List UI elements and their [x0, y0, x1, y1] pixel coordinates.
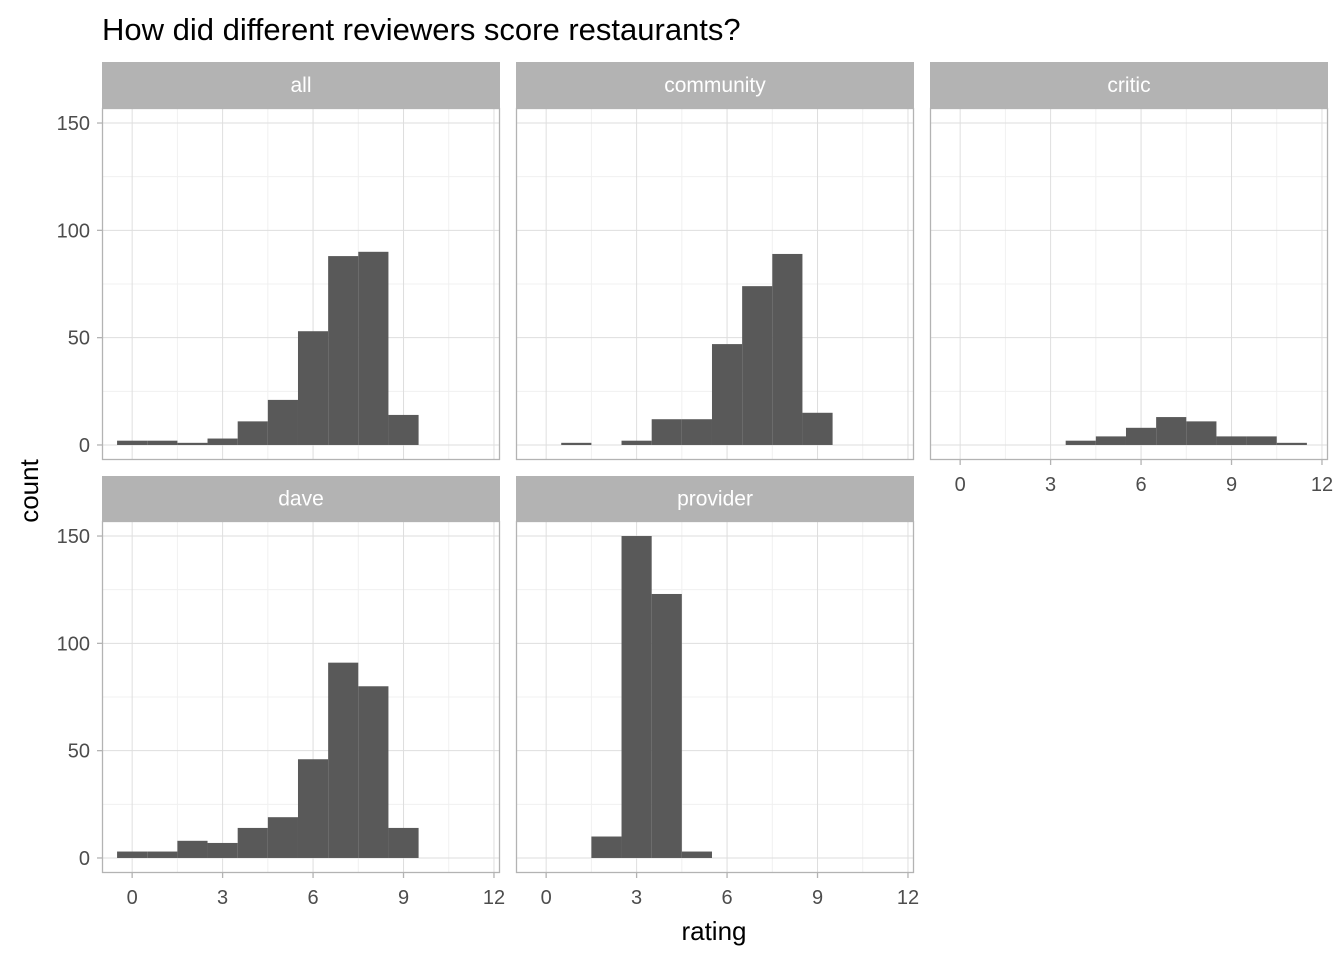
histogram-bar	[177, 840, 208, 858]
x-tick-label: 12	[1311, 474, 1333, 496]
histogram-bar	[297, 759, 329, 858]
x-tick-label: 6	[1135, 474, 1146, 496]
histogram-bar	[1246, 436, 1277, 445]
facet-strip-label: provider	[677, 488, 753, 511]
x-tick-label: 6	[721, 887, 732, 909]
x-tick-label: 3	[217, 887, 228, 909]
facet-panel-all: all 0 50 100 150	[57, 62, 501, 461]
histogram-bar	[328, 662, 359, 858]
histogram-bar	[117, 440, 148, 445]
y-axis-title: count	[14, 458, 44, 522]
histogram-bar	[802, 412, 833, 445]
facet-panel-provider: provider 0 3 6 9 12	[515, 476, 919, 909]
histogram-bar	[297, 331, 329, 445]
histogram-bar	[207, 842, 238, 858]
y-tick-label: 100	[57, 633, 90, 655]
histogram-bar	[591, 836, 622, 858]
panel-border	[515, 107, 915, 461]
histogram-bar	[621, 536, 652, 858]
facet-strip	[930, 62, 1328, 108]
histogram-bar	[388, 827, 419, 858]
facet-strip	[516, 62, 914, 108]
x-tick-label: 9	[812, 887, 823, 909]
histogram-bar	[1186, 421, 1217, 445]
histogram-bar	[621, 440, 652, 445]
facet-strip-label: critic	[1107, 74, 1150, 97]
histogram-bar	[651, 593, 682, 858]
facet-strip-label: dave	[278, 488, 324, 511]
histogram-bar	[1065, 440, 1096, 445]
histogram-bar	[147, 440, 178, 445]
histogram-bar	[388, 414, 419, 445]
panel-border	[515, 520, 915, 874]
facet-strip-label: community	[664, 74, 766, 97]
histogram-bar	[267, 399, 298, 445]
facet-strip-label: all	[290, 74, 311, 97]
y-tick-label: 50	[68, 328, 90, 350]
panel-border	[929, 107, 1329, 461]
histogram-bar	[1095, 436, 1126, 445]
x-tick-label: 12	[483, 887, 505, 909]
histogram-bar	[561, 442, 592, 445]
facet-panel-dave: dave 0 50 100 150 0 3 6 9 12	[57, 476, 505, 909]
histogram-bar	[207, 438, 238, 445]
x-axis-title: rating	[681, 916, 746, 946]
x-tick-label: 6	[307, 887, 318, 909]
facet-strip	[102, 62, 500, 108]
histogram-bar	[1156, 417, 1187, 445]
x-tick-label: 12	[897, 887, 919, 909]
x-tick-label: 9	[1226, 474, 1237, 496]
panel-border	[101, 520, 501, 874]
facet-strip	[102, 476, 500, 521]
histogram-bar	[358, 686, 389, 858]
histogram-bar	[237, 421, 268, 445]
x-tick-label: 0	[955, 474, 966, 496]
panels-layer: all 0 50 100 150 community critic 0 3 6 9 12 dave 0 50…	[57, 62, 1333, 909]
histogram-bar	[711, 344, 743, 445]
facet-panel-critic: critic 0 3 6 9 12	[929, 62, 1333, 496]
histogram-bar	[651, 419, 682, 445]
facet-panel-community: community	[515, 62, 915, 461]
x-tick-label: 3	[631, 887, 642, 909]
histogram-bar	[1125, 427, 1157, 445]
histogram-bar	[177, 442, 208, 445]
chart-title: How did different reviewers score restau…	[102, 12, 741, 47]
x-tick-label: 0	[541, 887, 552, 909]
histogram-bar	[358, 251, 389, 445]
histogram-bar	[742, 286, 773, 445]
x-tick-label: 3	[1045, 474, 1056, 496]
y-tick-label: 100	[57, 220, 90, 242]
y-tick-label: 0	[79, 848, 90, 870]
histogram-bar	[1276, 442, 1307, 445]
x-tick-label: 9	[398, 887, 409, 909]
histogram-bar	[328, 256, 359, 445]
y-tick-label: 50	[68, 741, 90, 763]
histogram-bar	[681, 419, 712, 445]
y-tick-label: 150	[57, 113, 90, 135]
histogram-bar	[1216, 436, 1247, 445]
histogram-bar	[237, 827, 268, 858]
y-tick-label: 0	[79, 435, 90, 457]
y-tick-label: 150	[57, 526, 90, 548]
histogram-bar	[147, 851, 178, 858]
facet-strip	[516, 476, 914, 521]
histogram-bar	[267, 817, 298, 858]
histogram-bar	[117, 851, 148, 858]
histogram-bar	[681, 851, 712, 858]
histogram-bar	[772, 253, 803, 445]
panel-border	[101, 107, 501, 461]
x-tick-label: 0	[127, 887, 138, 909]
